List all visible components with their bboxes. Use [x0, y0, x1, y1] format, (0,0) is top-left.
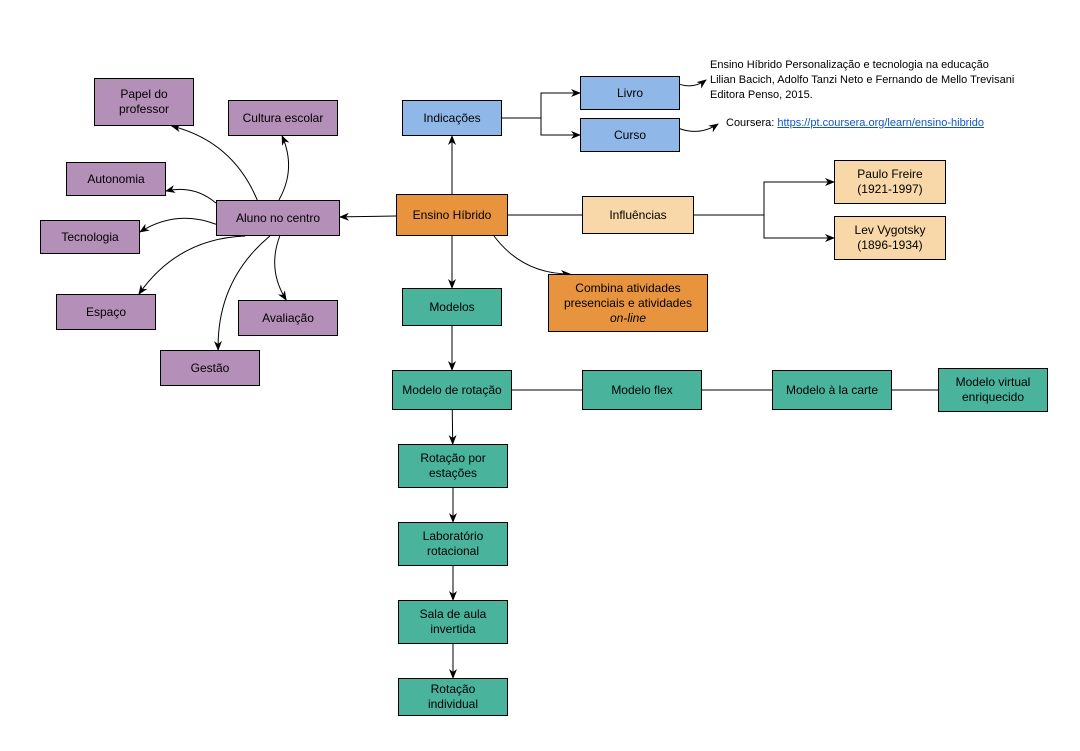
node-sala: Sala de aulainvertida	[398, 600, 508, 644]
node-espaco: Espaço	[56, 294, 156, 330]
node-label: Influências	[609, 208, 666, 223]
edge	[680, 80, 706, 86]
coursera-link[interactable]: https://pt.coursera.org/learn/ensino-hib…	[777, 117, 984, 129]
edge	[275, 236, 287, 300]
node-label: Curso	[614, 128, 646, 143]
edge	[139, 236, 245, 294]
edge	[279, 136, 289, 200]
edge	[494, 236, 570, 274]
node-label: Indicações	[423, 111, 480, 126]
node-label: Aluno no centro	[236, 211, 320, 226]
node-label: Livro	[617, 86, 643, 101]
node-ensino: Ensino Híbrido	[396, 194, 508, 236]
node-label: Espaço	[86, 305, 126, 320]
edge	[694, 182, 834, 215]
edge	[680, 124, 718, 131]
node-label: Autonomia	[87, 172, 144, 187]
node-label: Avaliação	[262, 311, 314, 326]
node-label: Modelo de rotação	[402, 383, 501, 398]
node-label: Gestão	[191, 361, 230, 376]
edge	[694, 215, 834, 238]
annot-prefix: Coursera:	[726, 117, 777, 129]
node-rotacao: Modelo de rotação	[392, 370, 512, 410]
node-modelos: Modelos	[402, 288, 502, 326]
node-curso: Curso	[580, 118, 680, 152]
edge	[172, 126, 257, 200]
node-estacoes: Rotação porestações	[398, 444, 508, 488]
node-freire: Paulo Freire(1921-1997)	[834, 160, 946, 204]
node-label: Modelo virtualenriquecido	[956, 375, 1031, 405]
node-flex: Modelo flex	[582, 370, 702, 410]
node-combina: Combina atividadespresenciais e atividad…	[548, 274, 708, 332]
node-label: Paulo Freire(1921-1997)	[857, 167, 922, 197]
node-avaliacao: Avaliação	[238, 300, 338, 336]
node-tecnologia: Tecnologia	[40, 220, 140, 254]
node-autonomia: Autonomia	[66, 162, 166, 196]
node-label: Combina atividadespresenciais e atividad…	[564, 281, 692, 326]
node-label: Modelo à la carte	[786, 383, 878, 398]
edge	[140, 218, 216, 232]
edge	[502, 93, 580, 118]
node-label: Papel doprofessor	[119, 87, 169, 117]
annotation-livro: Ensino Híbrido Personalização e tecnolog…	[710, 58, 1014, 103]
node-individual: Rotação individual	[398, 678, 508, 716]
annotation-curso: Coursera: https://pt.coursera.org/learn/…	[726, 116, 984, 131]
node-livro: Livro	[580, 76, 680, 110]
node-alacarte: Modelo à la carte	[772, 370, 892, 410]
node-label: Modelo flex	[611, 383, 672, 398]
node-label: Rotação porestações	[420, 451, 485, 481]
node-gestao: Gestão	[160, 350, 260, 386]
node-aluno: Aluno no centro	[216, 200, 340, 236]
edge	[502, 118, 580, 135]
node-vygotsky: Lev Vygotsky(1896-1934)	[834, 216, 946, 260]
node-virtual: Modelo virtualenriquecido	[938, 368, 1048, 412]
node-label: Laboratóriorotacional	[423, 529, 484, 559]
node-papel: Papel doprofessor	[94, 78, 194, 126]
node-label: Sala de aulainvertida	[420, 607, 487, 637]
node-label: Cultura escolar	[243, 111, 324, 126]
node-indicacoes: Indicações	[402, 100, 502, 136]
node-label: Rotação individual	[405, 682, 501, 712]
annot-line: Lilian Bacich, Adolfo Tanzi Neto e Ferna…	[710, 74, 1014, 86]
annot-line: Editora Penso, 2015.	[710, 89, 813, 101]
node-influencias: Influências	[582, 196, 694, 234]
node-lab: Laboratóriorotacional	[398, 522, 508, 566]
edge	[340, 216, 396, 217]
node-label: Ensino Híbrido	[413, 208, 492, 223]
node-cultura: Cultura escolar	[228, 100, 338, 136]
node-label: Modelos	[429, 300, 474, 315]
node-label: Tecnologia	[61, 230, 118, 245]
edge	[166, 189, 216, 203]
node-label: Lev Vygotsky(1896-1934)	[855, 223, 926, 253]
annot-line: Ensino Híbrido Personalização e tecnolog…	[710, 59, 989, 71]
